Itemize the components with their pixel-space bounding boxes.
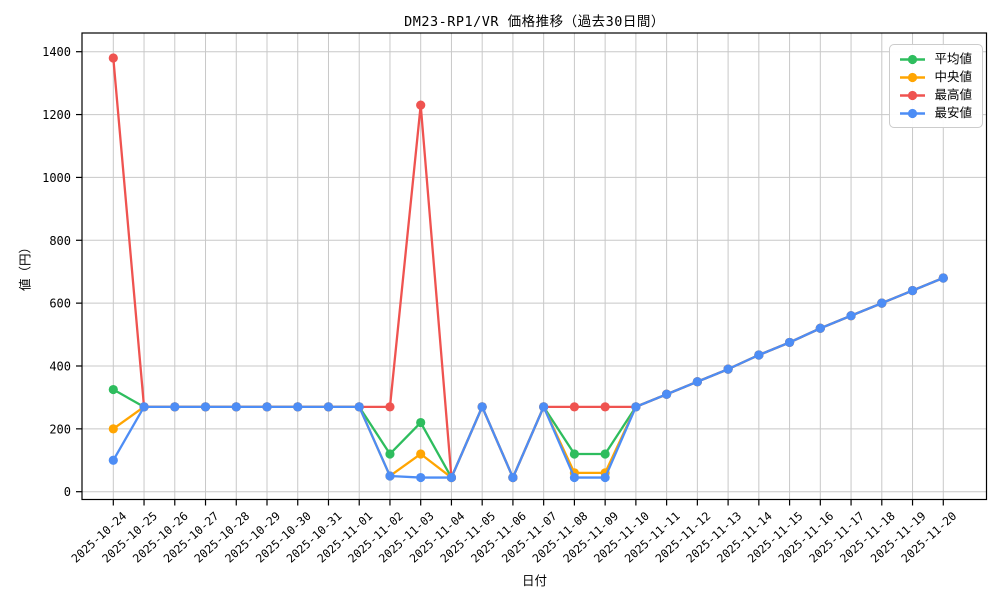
data-point-marker: [416, 417, 426, 428]
data-point-marker: [108, 384, 118, 395]
data-point-marker: [231, 402, 241, 412]
data-point-marker: [600, 402, 610, 412]
y-tick-label: 600: [49, 297, 71, 311]
data-point-marker: [600, 449, 610, 459]
data-point-marker: [784, 337, 795, 348]
data-point-marker: [200, 402, 211, 412]
data-point-marker: [815, 323, 825, 333]
data-point-marker: [569, 402, 580, 412]
data-point-marker: [385, 402, 395, 412]
data-point-marker: [938, 273, 948, 283]
data-point-marker: [293, 402, 303, 412]
chart-title: DM23-RP1/VR 価格推移（過去30日間）: [404, 14, 665, 30]
legend-label: 最高値: [934, 87, 972, 102]
data-point-marker: [508, 472, 518, 483]
data-point-marker: [569, 449, 580, 459]
series-line-0: [112, 276, 945, 479]
data-point-marker: [108, 424, 118, 434]
data-point-marker: [754, 350, 764, 360]
legend-marker-icon: [900, 72, 926, 82]
legend-item-1: 中央値: [899, 70, 972, 84]
legend-label: 平均値: [934, 51, 972, 66]
y-tick-label: 1200: [42, 108, 71, 122]
data-point-marker: [477, 402, 487, 412]
legend-item-0: 平均値: [899, 52, 972, 66]
y-tick-label: 1000: [42, 171, 71, 185]
series-line-3: [112, 276, 945, 479]
y-tick-label: 800: [49, 234, 71, 248]
data-point-marker: [323, 402, 334, 412]
legend-marker-icon: [900, 54, 926, 64]
legend-label: 中央値: [934, 69, 972, 84]
data-point-marker: [877, 298, 887, 308]
y-axis-title: 値（円）: [17, 240, 33, 292]
data-point-marker: [108, 53, 118, 63]
data-point-marker: [569, 472, 580, 483]
y-tick-label: 200: [49, 422, 71, 436]
series-line-2: [112, 56, 945, 479]
data-point-marker: [416, 472, 426, 483]
data-point-marker: [170, 402, 180, 412]
data-point-marker: [354, 402, 364, 412]
data-point-marker: [662, 389, 672, 399]
data-point-marker: [846, 311, 856, 321]
legend-item-2: 最高値: [899, 88, 972, 102]
legend-item-3: 最安値: [899, 106, 972, 120]
data-point-marker: [631, 402, 641, 412]
series-line-1: [112, 276, 945, 479]
legend-label: 最安値: [934, 105, 972, 120]
data-point-marker: [139, 402, 149, 412]
x-axis-title: 日付: [521, 573, 547, 588]
y-tick-label: 0: [64, 485, 71, 499]
y-tick-label: 1400: [42, 45, 71, 59]
data-point-marker: [262, 402, 272, 412]
data-point-marker: [692, 377, 702, 387]
legend: 平均値中央値最高値最安値: [889, 44, 983, 128]
data-point-marker: [600, 472, 610, 483]
data-point-marker: [446, 472, 457, 483]
data-point-marker: [539, 402, 549, 412]
y-tick-label: 400: [49, 359, 71, 373]
data-point-marker: [108, 455, 118, 465]
data-point-marker: [907, 285, 918, 296]
plot-border: [81, 32, 988, 501]
data-point-marker: [416, 449, 426, 459]
legend-marker-icon: [900, 90, 926, 100]
data-point-marker: [416, 100, 426, 110]
data-point-marker: [385, 449, 395, 459]
data-point-marker: [723, 364, 733, 374]
legend-marker-icon: [900, 108, 926, 118]
data-point-marker: [385, 471, 395, 481]
